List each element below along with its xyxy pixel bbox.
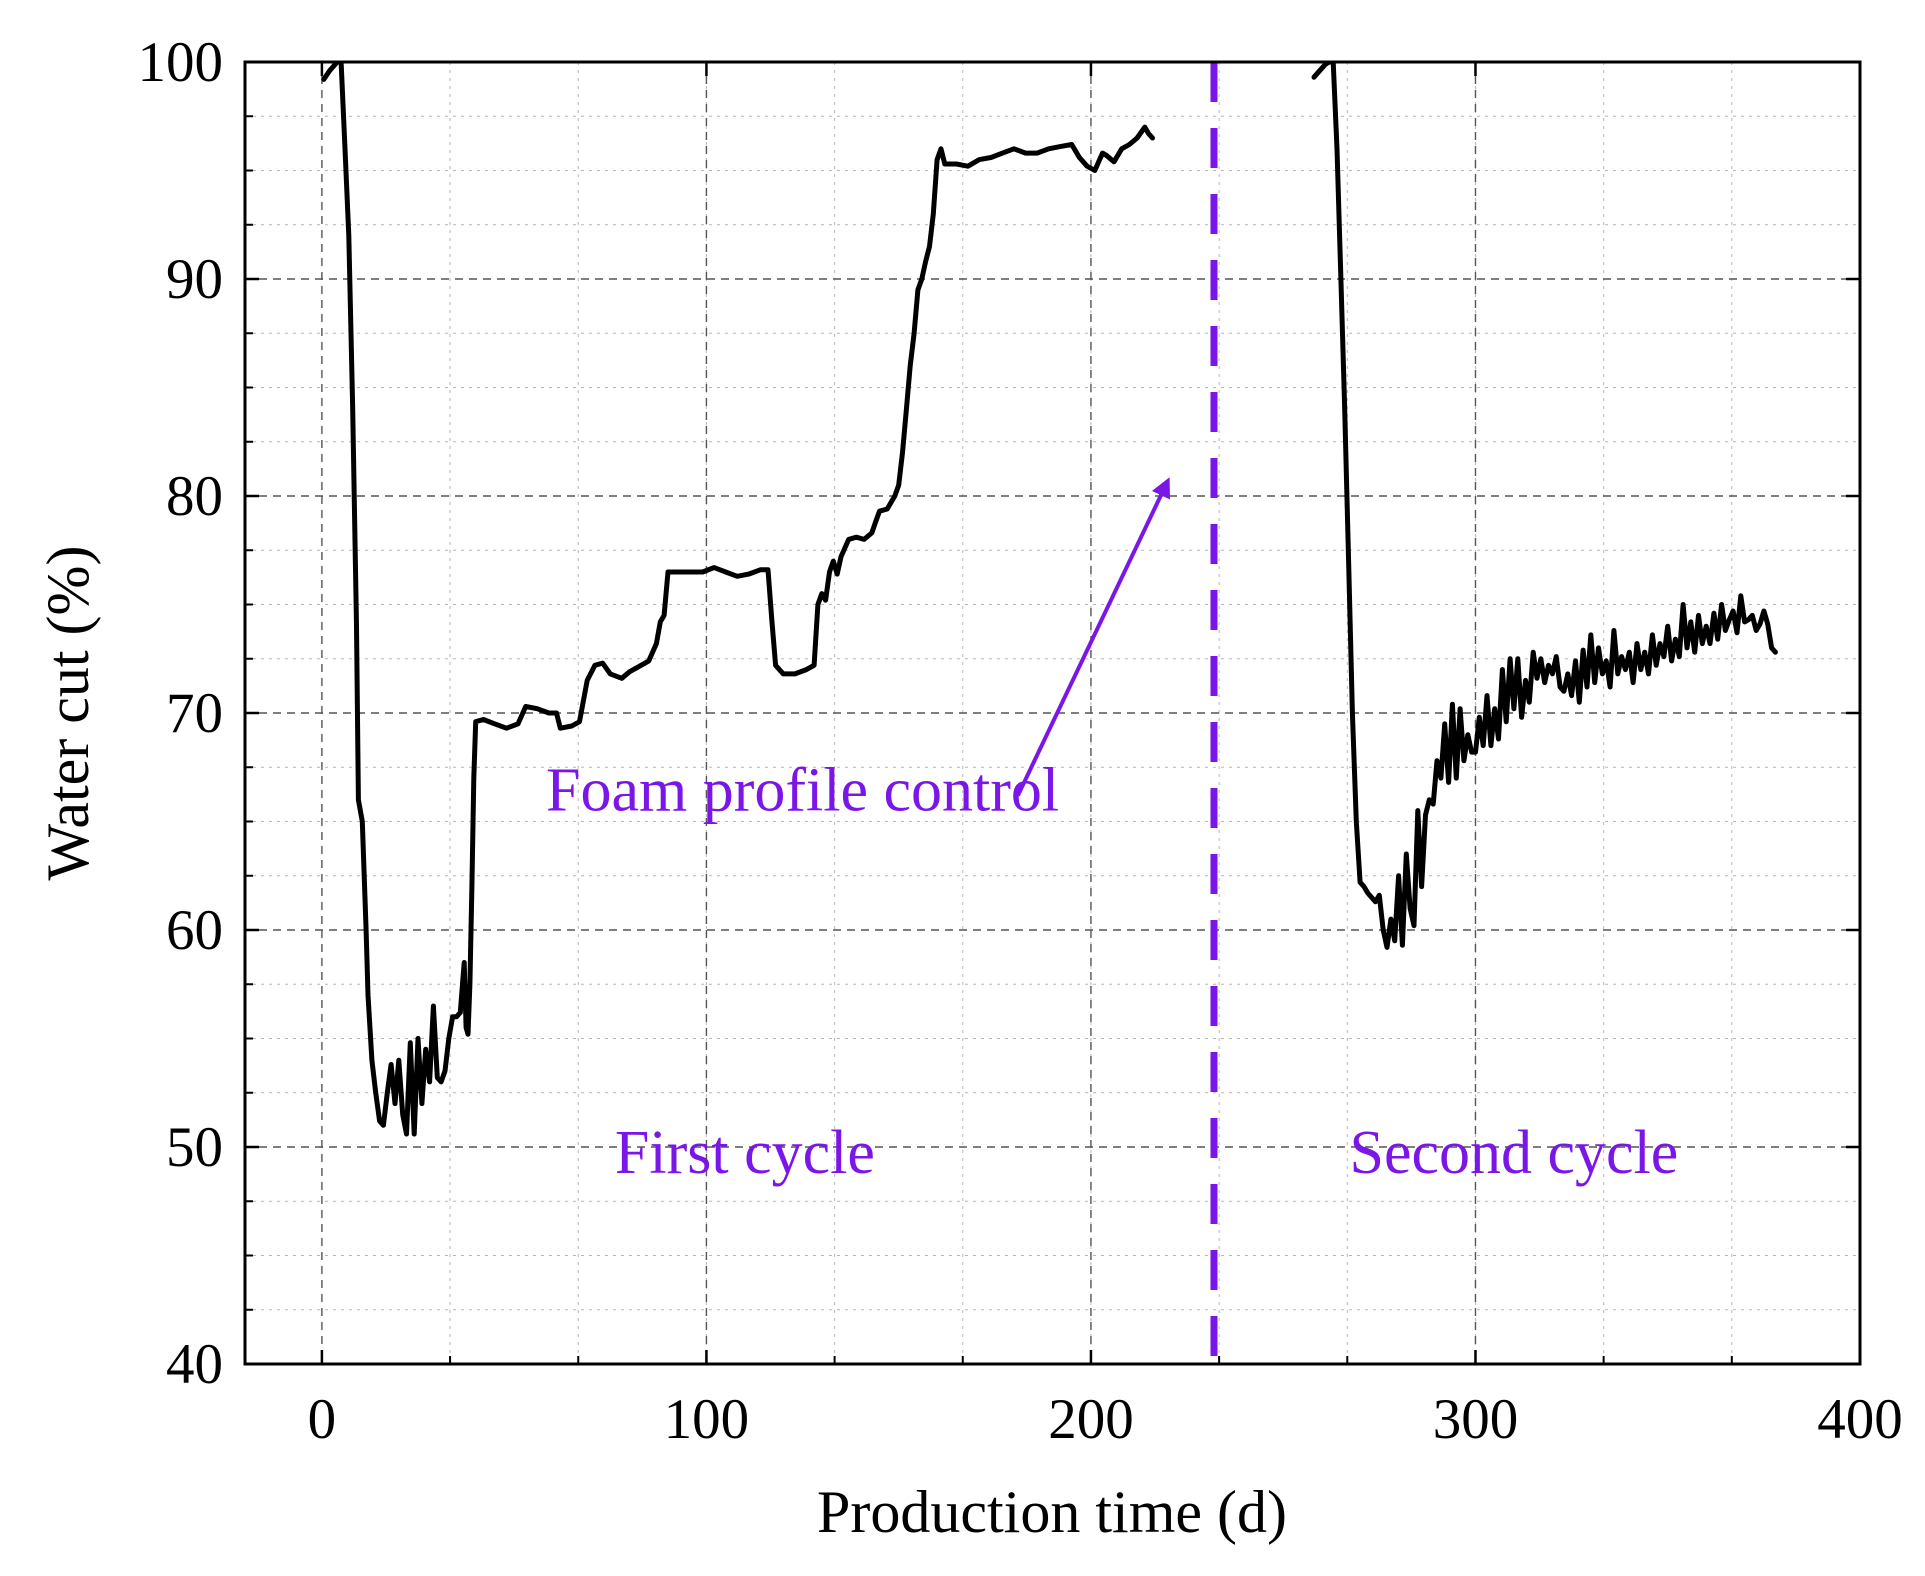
- annotation-label: First cycle: [615, 1119, 875, 1187]
- x-tick-label: 200: [1048, 1388, 1134, 1451]
- x-tick-label: 400: [1817, 1388, 1903, 1451]
- y-tick-label: 40: [166, 1333, 223, 1396]
- series-line-2: [1311, 62, 1778, 950]
- series-layer: [321, 62, 1778, 1137]
- y-tick-label: 90: [166, 248, 223, 311]
- y-axis-title: Water cut (%): [35, 546, 101, 881]
- x-tick-label: 0: [308, 1388, 337, 1451]
- y-tick-label: 80: [166, 465, 223, 528]
- grid: [245, 62, 1861, 1364]
- x-tick-label: 300: [1433, 1388, 1519, 1451]
- y-tick-label: 50: [166, 1116, 223, 1179]
- annotation-label: Second cycle: [1350, 1119, 1679, 1187]
- x-axis-title: Production time (d): [817, 1479, 1287, 1545]
- y-tick-label: 70: [166, 682, 223, 745]
- y-tick-label: 60: [166, 899, 223, 962]
- series-line-1: [321, 62, 1155, 1137]
- annotation-arrow: [1016, 477, 1171, 797]
- annotation-label: Foam profile control: [546, 757, 1059, 825]
- axes: 0 100 200 300 400 40 50 60 70 80 90 100: [138, 31, 1903, 1451]
- y-tick-label: 100: [138, 31, 224, 94]
- x-tick-label: 100: [664, 1388, 750, 1451]
- annotation-layer: Foam profile control First cycle Second cy…: [546, 477, 1679, 1187]
